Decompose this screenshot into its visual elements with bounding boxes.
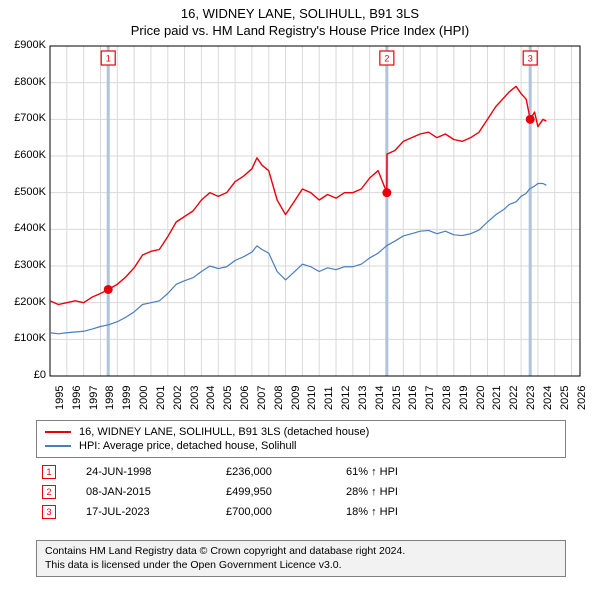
x-tick-label: 1996 [71,386,83,410]
y-tick-label: £400K [2,222,46,234]
plot-area: 1 2 3 [50,46,580,376]
sale-marker: 1 [42,465,56,479]
x-tick-label: 2008 [273,386,285,410]
chart-titles: 16, WIDNEY LANE, SOLIHULL, B91 3LS Price… [0,0,600,38]
y-tick-label: £500K [2,186,46,198]
y-tick-label: £600K [2,149,46,161]
y-tick-label: £700K [2,112,46,124]
sale-delta: 18% ↑ HPI [346,506,466,518]
x-tick-label: 2002 [172,386,184,410]
legend-swatch [45,431,71,433]
sale-price: £236,000 [226,466,346,478]
x-tick-label: 2011 [323,386,335,410]
x-tick-label: 2001 [155,386,167,410]
x-tick-label: 2006 [239,386,251,410]
chart-subtitle: Price paid vs. HM Land Registry's House … [0,23,600,38]
x-tick-label: 2000 [138,386,150,410]
x-tick-label: 2010 [306,386,318,410]
x-tick-label: 2025 [559,386,571,410]
x-tick-label: 2021 [491,386,503,410]
legend-label: HPI: Average price, detached house, Soli… [79,440,297,452]
sales-table: 1 24-JUN-1998£236,00061% ↑ HPI 2 08-JAN-201… [36,462,566,522]
svg-text:3: 3 [528,54,533,64]
legend-row: 16, WIDNEY LANE, SOLIHULL, B91 3LS (deta… [45,425,557,439]
x-tick-label: 2024 [542,386,554,410]
x-tick-label: 2012 [340,386,352,410]
x-tick-label: 1995 [54,386,66,410]
x-tick-label: 2009 [290,386,302,410]
x-tick-label: 2019 [458,386,470,410]
x-tick-label: 1999 [121,386,133,410]
x-tick-label: 2023 [525,386,537,410]
sale-delta: 28% ↑ HPI [346,486,466,498]
x-tick-label: 2007 [256,386,268,410]
chart-container: 16, WIDNEY LANE, SOLIHULL, B91 3LS Price… [0,0,600,590]
y-tick-label: £800K [2,76,46,88]
x-tick-label: 2005 [222,386,234,410]
sale-date: 08-JAN-2015 [86,486,226,498]
x-tick-label: 2022 [508,386,520,410]
sale-row: 1 24-JUN-1998£236,00061% ↑ HPI [36,462,566,482]
x-tick-label: 2017 [424,386,436,410]
x-tick-label: 2003 [189,386,201,410]
sale-date: 24-JUN-1998 [86,466,226,478]
svg-text:2: 2 [384,54,389,64]
sale-price: £499,950 [226,486,346,498]
x-tick-label: 2016 [407,386,419,410]
y-tick-label: £300K [2,259,46,271]
legend-label: 16, WIDNEY LANE, SOLIHULL, B91 3LS (deta… [79,426,369,438]
footer-line-1: Contains HM Land Registry data © Crown c… [45,545,557,559]
footer-box: Contains HM Land Registry data © Crown c… [36,540,566,577]
sale-row: 3 17-JUL-2023£700,00018% ↑ HPI [36,502,566,522]
y-tick-label: £200K [2,296,46,308]
legend-box: 16, WIDNEY LANE, SOLIHULL, B91 3LS (deta… [36,420,566,458]
x-tick-label: 2004 [205,386,217,410]
x-tick-label: 2026 [576,386,588,410]
svg-text:1: 1 [106,54,111,64]
x-tick-label: 2018 [441,386,453,410]
sale-row: 2 08-JAN-2015£499,95028% ↑ HPI [36,482,566,502]
sale-date: 17-JUL-2023 [86,506,226,518]
plot-svg: 1 2 3 [50,46,580,376]
legend-swatch [45,445,71,447]
x-tick-label: 2013 [357,386,369,410]
y-tick-label: £900K [2,39,46,51]
x-tick-label: 2015 [391,386,403,410]
footer-line-2: This data is licensed under the Open Gov… [45,559,557,573]
x-tick-label: 2020 [475,386,487,410]
legend-row: HPI: Average price, detached house, Soli… [45,439,557,453]
sale-marker: 3 [42,505,56,519]
x-axis-labels: 1995 1996 1997 1998 1999 2000 2001 2002 2003 2004… [50,378,580,418]
x-tick-label: 1998 [104,386,116,410]
sale-delta: 61% ↑ HPI [346,466,466,478]
y-tick-label: £100K [2,332,46,344]
sale-price: £700,000 [226,506,346,518]
x-tick-label: 1997 [88,386,100,410]
x-tick-label: 2014 [374,386,386,410]
y-tick-label: £0 [2,369,46,381]
chart-title: 16, WIDNEY LANE, SOLIHULL, B91 3LS [0,6,600,21]
sale-marker: 2 [42,485,56,499]
